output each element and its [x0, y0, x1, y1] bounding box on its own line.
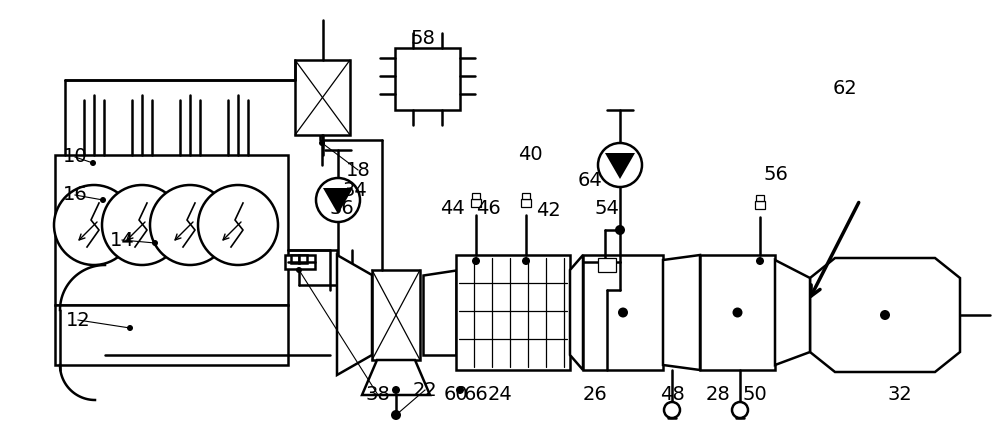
Bar	[285, 255, 315, 269]
Bar	[598, 258, 616, 272]
Circle shape	[90, 160, 96, 166]
Text: 44: 44	[440, 198, 464, 217]
Polygon shape	[605, 153, 635, 179]
Text: 18: 18	[346, 161, 370, 180]
Text: 58: 58	[411, 29, 435, 47]
Polygon shape	[663, 255, 700, 370]
Text: 16: 16	[63, 185, 87, 204]
Text: 36: 36	[330, 198, 354, 217]
Circle shape	[392, 386, 400, 394]
Circle shape	[198, 185, 278, 265]
Polygon shape	[362, 360, 430, 395]
Text: 24: 24	[488, 385, 512, 404]
Polygon shape	[775, 260, 810, 365]
Text: 56: 56	[764, 165, 788, 184]
Bar	[55, 155, 288, 305]
Text: 32: 32	[888, 385, 912, 404]
Circle shape	[102, 185, 182, 265]
Circle shape	[618, 308, 628, 318]
Bar	[55, 305, 288, 365]
Bar	[291, 255, 299, 263]
Text: 34: 34	[343, 181, 367, 200]
Polygon shape	[323, 188, 353, 214]
Text: 12: 12	[66, 310, 90, 329]
Circle shape	[152, 240, 158, 246]
Text: 40: 40	[518, 145, 542, 164]
Bar	[756, 195, 764, 201]
Circle shape	[127, 325, 133, 331]
Text: 66: 66	[464, 385, 488, 404]
Text: 38: 38	[366, 385, 390, 404]
Polygon shape	[423, 270, 456, 355]
Bar	[522, 193, 530, 199]
Circle shape	[319, 140, 325, 146]
Bar	[299, 255, 307, 263]
Bar	[583, 255, 663, 370]
Circle shape	[732, 402, 748, 418]
Circle shape	[150, 185, 230, 265]
Text: 64: 64	[578, 171, 602, 190]
Bar	[471, 199, 481, 207]
Text: 26: 26	[583, 385, 607, 404]
Text: 28: 28	[706, 385, 730, 404]
Text: 42: 42	[536, 201, 560, 220]
Text: 14: 14	[110, 230, 134, 250]
Circle shape	[393, 412, 399, 418]
Circle shape	[598, 143, 642, 187]
Circle shape	[732, 308, 742, 318]
Text: 50: 50	[743, 385, 767, 404]
Circle shape	[522, 257, 530, 265]
Circle shape	[100, 197, 106, 203]
Bar	[295, 60, 350, 135]
Polygon shape	[337, 255, 372, 375]
Circle shape	[456, 386, 464, 394]
Bar	[456, 255, 570, 370]
Circle shape	[296, 267, 302, 273]
Circle shape	[472, 257, 480, 265]
Text: 62: 62	[833, 79, 857, 98]
Bar	[395, 48, 460, 110]
Circle shape	[54, 185, 134, 265]
Circle shape	[615, 225, 625, 235]
Circle shape	[756, 257, 764, 265]
Text: 46: 46	[476, 198, 500, 217]
Text: 48: 48	[660, 385, 684, 404]
Polygon shape	[810, 258, 960, 372]
Polygon shape	[570, 255, 583, 370]
Text: 22: 22	[413, 381, 437, 400]
Text: 54: 54	[595, 198, 619, 217]
Text: 10: 10	[63, 148, 87, 167]
Circle shape	[880, 310, 890, 320]
Bar	[700, 255, 775, 370]
Circle shape	[391, 410, 401, 420]
Circle shape	[664, 402, 680, 418]
Bar	[472, 193, 480, 199]
Circle shape	[316, 178, 360, 222]
Bar	[372, 270, 420, 360]
Bar	[755, 201, 765, 209]
Bar	[521, 199, 531, 207]
Text: 60: 60	[444, 385, 468, 404]
